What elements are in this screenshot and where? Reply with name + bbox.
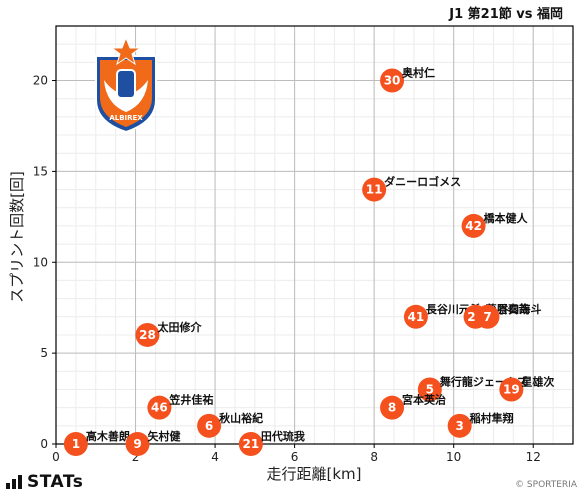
point-name-label: 奥村仁 xyxy=(401,66,435,80)
point-number-label: 8 xyxy=(388,401,396,415)
point-number-label: 28 xyxy=(139,328,156,342)
emblem-text: ALBIREX xyxy=(109,114,143,122)
point-name-label: 星雄次 xyxy=(521,374,554,388)
player-point: 7 谷口海斗 xyxy=(475,302,541,329)
club-emblem-logo: ALBIREX xyxy=(95,36,157,134)
point-number-label: 46 xyxy=(151,401,168,415)
point-number-label: 9 xyxy=(133,437,141,451)
point-marker xyxy=(147,395,172,420)
point-name-label: 宮本英治 xyxy=(402,393,446,407)
x-tick-label: 12 xyxy=(526,450,541,464)
point-number-label: 21 xyxy=(243,437,260,451)
point-name-label: 谷口海斗 xyxy=(497,302,541,316)
y-tick-label: 20 xyxy=(33,74,48,88)
point-name-label: ダニーロゴメス xyxy=(384,175,461,189)
stats-brand-logo: STATs xyxy=(6,472,83,492)
point-name-label: 稲村隼翔 xyxy=(470,411,514,425)
point-marker xyxy=(461,213,486,238)
point-marker xyxy=(417,377,442,402)
player-point: 6 秋山裕紀 xyxy=(197,411,263,438)
y-axis-label: スプリント回数[回] xyxy=(8,171,26,303)
y-tick-label: 10 xyxy=(33,255,48,269)
point-number-label: 1 xyxy=(72,437,80,451)
swan-body xyxy=(116,69,136,99)
player-point: 1 高木善朗 xyxy=(63,429,130,456)
point-number-label: 11 xyxy=(366,183,383,197)
chart-title: J1 第21節 vs 福岡 xyxy=(449,7,563,22)
point-number-label: 6 xyxy=(205,419,213,433)
point-marker xyxy=(380,395,405,420)
y-tick-label: 15 xyxy=(33,164,48,178)
point-name-label: 田代琉我 xyxy=(261,429,305,443)
point-name-label: 笠井佳祐 xyxy=(168,393,213,407)
point-marker xyxy=(475,304,500,329)
y-tick-label: 5 xyxy=(40,346,48,360)
x-tick-label: 6 xyxy=(291,450,299,464)
point-number-label: 41 xyxy=(408,310,425,324)
point-number-label: 42 xyxy=(465,219,482,233)
x-axis-label: 走行距離[km] xyxy=(266,465,361,483)
point-name-label: 高木善朗 xyxy=(86,429,130,443)
point-number-label: 7 xyxy=(483,310,491,324)
emblem-icon: ALBIREX xyxy=(95,36,157,134)
point-marker xyxy=(380,68,405,93)
plot-frame xyxy=(55,25,574,445)
point-marker xyxy=(362,177,387,202)
x-tick-label: 10 xyxy=(446,450,461,464)
x-tick-label: 2 xyxy=(132,450,140,464)
point-marker xyxy=(499,377,524,402)
point-marker xyxy=(135,322,160,347)
bar-chart-icon xyxy=(6,475,22,489)
point-number-label: 19 xyxy=(503,382,520,396)
point-number-label: 3 xyxy=(455,419,463,433)
point-name-label: 太田修介 xyxy=(156,320,202,334)
copyright: © SPORTERIA xyxy=(515,480,577,490)
point-name-label: 矢村健 xyxy=(148,429,182,443)
x-tick-label: 0 xyxy=(52,450,60,464)
star-icon xyxy=(110,36,142,66)
x-tick-label: 8 xyxy=(370,450,378,464)
point-marker xyxy=(238,432,263,456)
point-name-label: 秋山裕紀 xyxy=(219,411,263,425)
point-marker xyxy=(447,413,472,438)
player-point: 8 宮本英治 xyxy=(380,393,446,420)
point-marker xyxy=(403,304,428,329)
brand-text: STATs xyxy=(27,472,84,492)
point-number-label: 30 xyxy=(384,74,401,88)
data-points: 30奥村仁11ダニーロゴメス42橋本健人41長谷川元希25藤原奏哉7谷口海斗28… xyxy=(63,66,554,456)
point-marker xyxy=(197,413,222,438)
point-marker xyxy=(125,432,150,456)
x-tick-label: 4 xyxy=(211,450,219,464)
player-point: 9 矢村健 xyxy=(125,429,182,456)
y-tick-label: 0 xyxy=(40,437,48,451)
point-marker xyxy=(63,432,88,456)
player-point: 3 稲村隼翔 xyxy=(447,411,514,438)
point-number-label: 5 xyxy=(426,382,434,396)
point-name-label: 橋本健人 xyxy=(484,211,529,225)
